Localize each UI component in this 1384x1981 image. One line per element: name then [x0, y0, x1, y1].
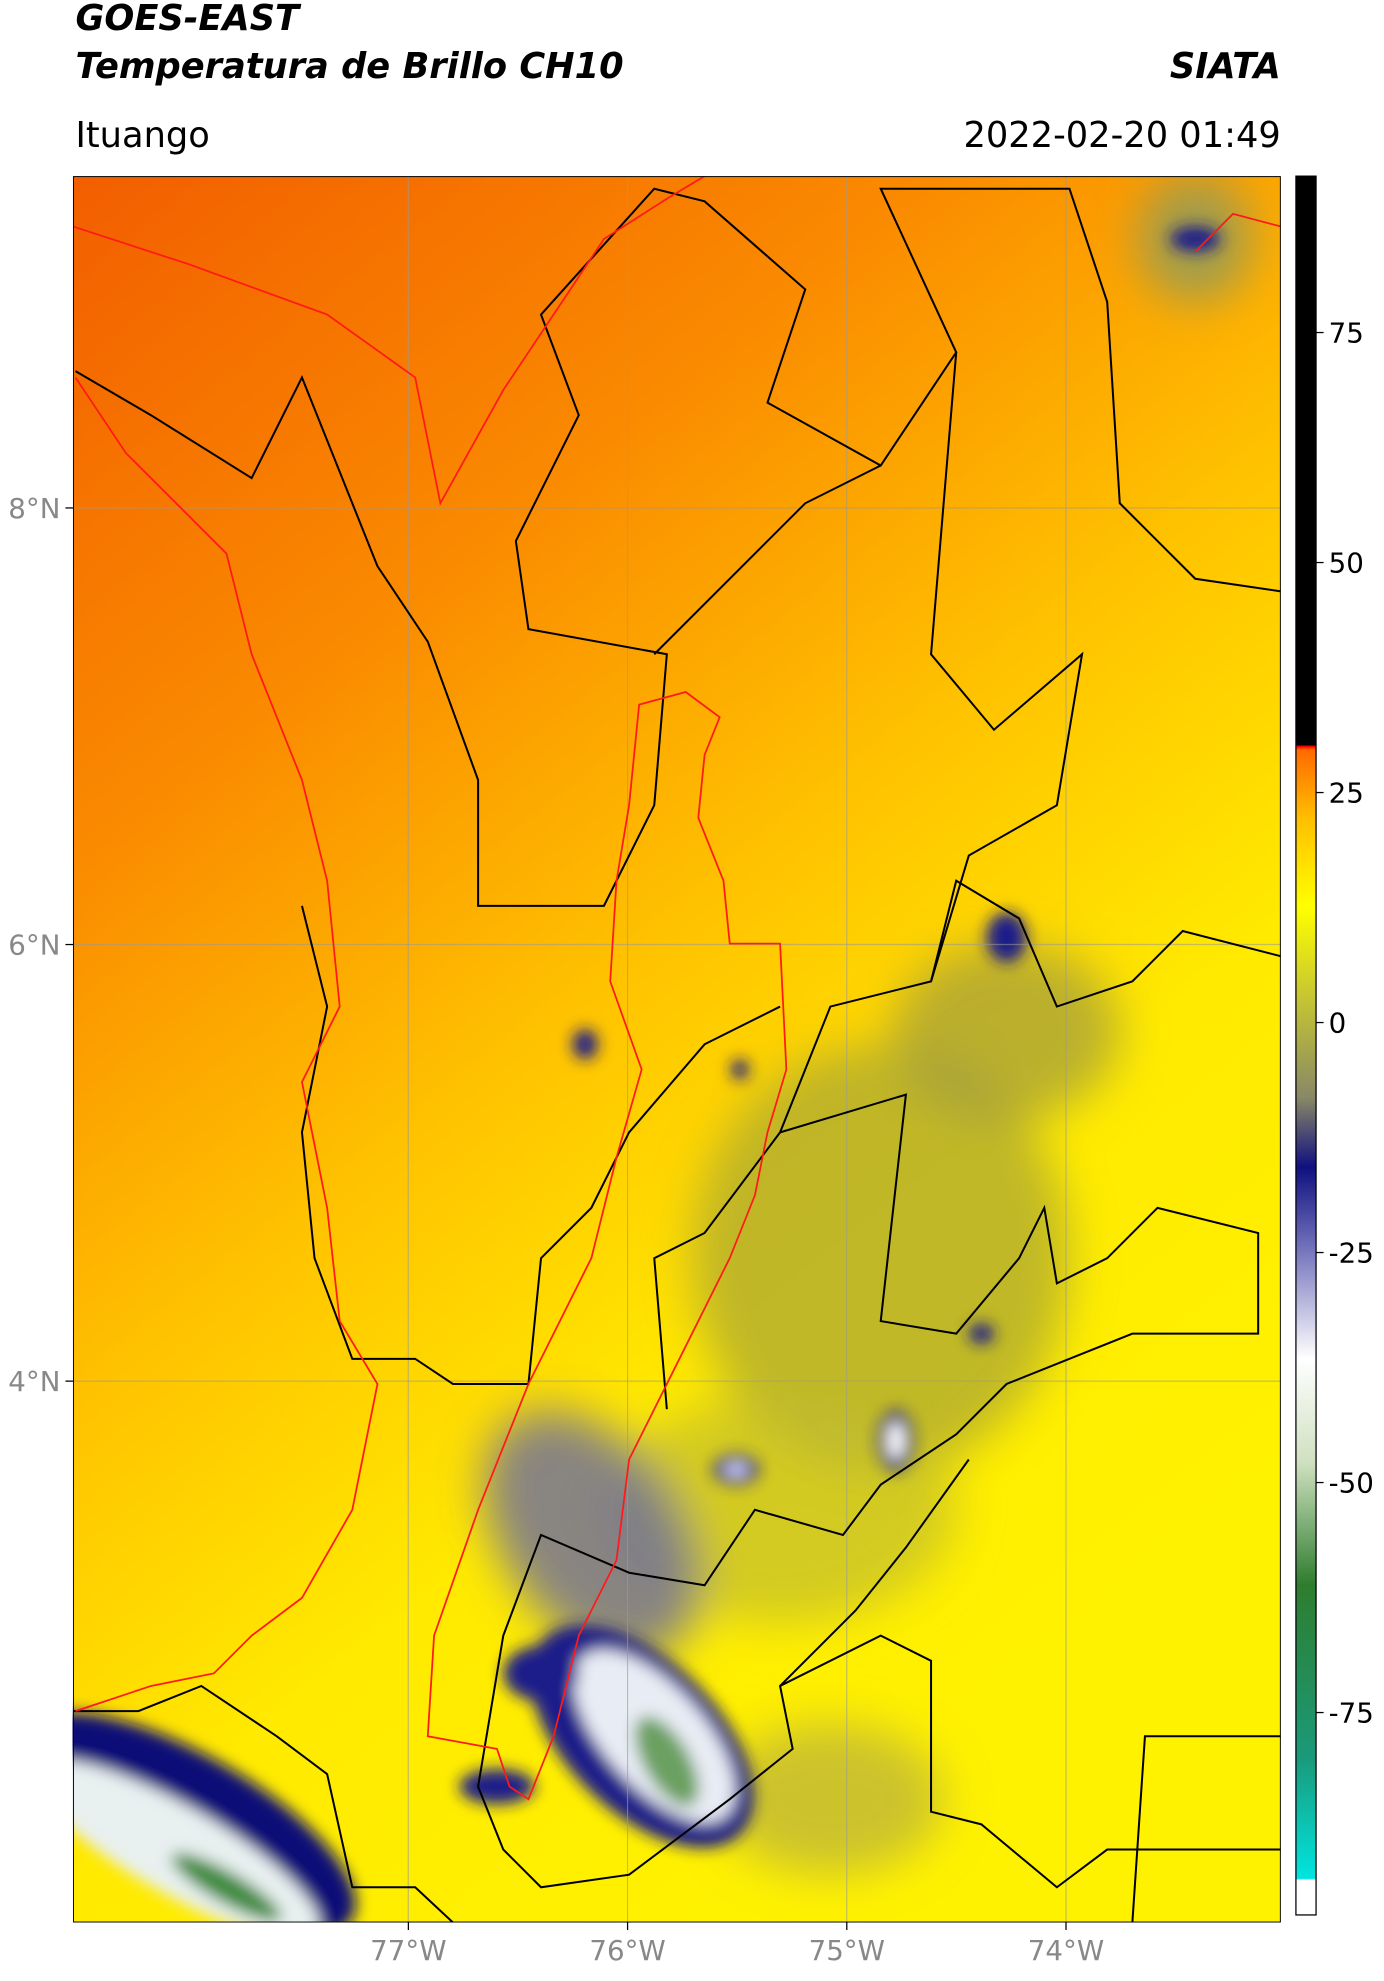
source: SIATA [1170, 46, 1281, 87]
graticule [72, 176, 1281, 1923]
lat-tick-label: 6°N [8, 929, 60, 962]
lat-tick-label: 4°N [8, 1365, 60, 1398]
colorbar-tick-label: -50 [1329, 1467, 1374, 1500]
colorbar-tick-label: 25 [1329, 777, 1364, 810]
colorbar-tick-label: -75 [1329, 1697, 1374, 1730]
colorbar-tick-label: 50 [1329, 547, 1364, 580]
region: Ituango [75, 115, 209, 156]
lon-tick-label: 75°W [809, 1934, 885, 1967]
map [72, 176, 1281, 1923]
colorbar-tick-label: -25 [1329, 1237, 1374, 1270]
axis-labels: 77°W 76°W 75°W 74°W 8°N 6°N 4°N [8, 492, 1104, 1967]
colorbar-tick-label: 75 [1329, 317, 1364, 350]
colorbar-tick-label: 0 [1329, 1007, 1347, 1040]
timestamp: 2022-02-20 01:49 [963, 115, 1280, 156]
lon-tick-label: 74°W [1028, 1934, 1104, 1967]
colorbar-ticks: 75 50 25 0 -25 -50 -75 [1316, 317, 1374, 1730]
coastline-and-basin [72, 176, 1281, 1801]
boundaries [72, 187, 1281, 1923]
title-line1: GOES-EAST [75, 0, 302, 39]
lat-tick-label: 8°N [8, 492, 60, 525]
lon-tick-label: 76°W [589, 1934, 665, 1967]
title-line2: Temperatura de Brillo CH10 [75, 46, 623, 87]
cloud-field [484, 176, 1252, 1875]
convective-cells [72, 226, 1221, 1923]
lon-tick-label: 77°W [370, 1934, 446, 1967]
colorbar [1295, 175, 1317, 1916]
